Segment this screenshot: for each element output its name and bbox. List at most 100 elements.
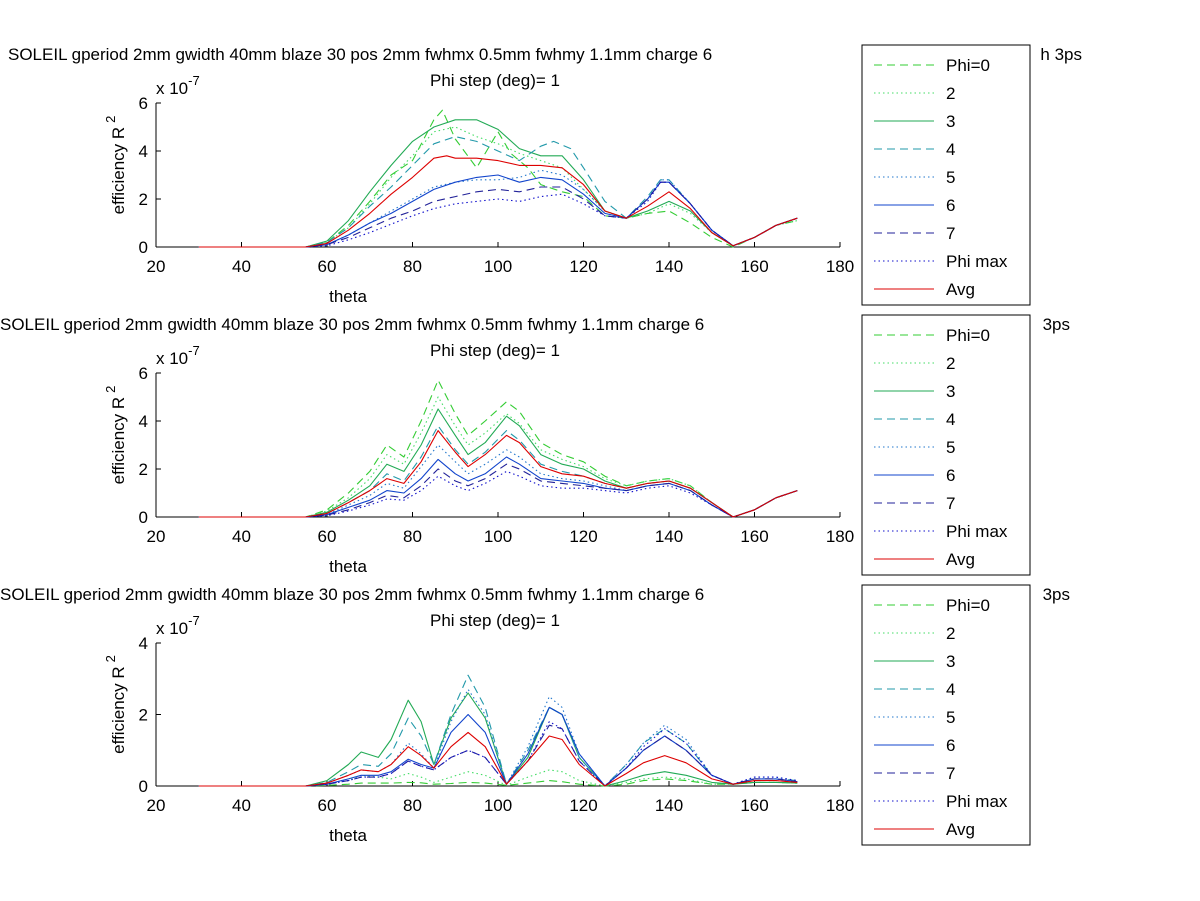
series-line-avg: [198, 731, 798, 787]
x-tick-label: 180: [826, 796, 854, 815]
y-axis-label-superscript: 2: [103, 655, 118, 662]
y-axis-label: efficiency R2: [103, 116, 128, 215]
legend-entry-label: 6: [946, 196, 955, 215]
legend-entry-label: Phi=0: [946, 56, 990, 75]
y-axis-label: efficiency R2: [103, 655, 128, 754]
y-exponent-label: x 10-7: [156, 613, 200, 638]
y-tick-label: 6: [139, 94, 148, 113]
legend-entry-label: 5: [946, 168, 955, 187]
chart-title: SOLEIL gperiod 2mm gwidth 40mm blaze 30 …: [8, 45, 712, 64]
legend-entry-label: 6: [946, 466, 955, 485]
legend-entry-label: Phi max: [946, 522, 1008, 541]
x-tick-label: 80: [403, 527, 422, 546]
series-line-phi-0: [198, 379, 798, 518]
x-tick-label: 180: [826, 257, 854, 276]
series-line-7: [198, 463, 798, 518]
legend-entry-label: 4: [946, 680, 955, 699]
y-tick-label: 4: [139, 412, 148, 431]
y-axis-label: efficiency R2: [103, 386, 128, 485]
legend-entry-label: Phi max: [946, 792, 1008, 811]
legend: Phi=0 2 3 4 5 6 7 Phi max Avg: [861, 584, 1031, 846]
series-line-5: [198, 688, 798, 787]
x-tick-label: 60: [318, 527, 337, 546]
series-line-phi-max: [198, 470, 798, 518]
y-exponent-power: -7: [188, 343, 200, 358]
y-tick-label: 2: [139, 706, 148, 725]
y-tick-label: 0: [139, 777, 148, 796]
series-line-phi-max: [198, 181, 798, 248]
legend-entry-label: 7: [946, 224, 955, 243]
chart-title: SOLEIL gperiod 2mm gwidth 40mm blaze 30 …: [0, 315, 704, 334]
series-line-2: [198, 769, 798, 787]
legend-entry-label: 7: [946, 494, 955, 513]
legend-entry-label: Phi max: [946, 252, 1008, 271]
x-tick-label: 80: [403, 796, 422, 815]
x-tick-label: 40: [232, 257, 251, 276]
series-line-2: [198, 126, 798, 248]
series-line-phi-0: [198, 778, 798, 787]
legend-box: [861, 44, 1031, 306]
legend-entry-label: 3: [946, 112, 955, 131]
x-tick-label: 100: [484, 527, 512, 546]
x-tick-label: 120: [569, 257, 597, 276]
series-line-5: [198, 169, 798, 248]
legend-box: [861, 584, 1031, 846]
series-line-3: [198, 692, 798, 787]
series-line-2: [198, 396, 798, 518]
legend-entry-label: 2: [946, 354, 955, 373]
x-axis-label: theta: [329, 826, 367, 845]
legend-entry-label: 2: [946, 624, 955, 643]
x-tick-label: 160: [740, 796, 768, 815]
legend-entry-label: Phi=0: [946, 596, 990, 615]
legend-entry-label: 5: [946, 708, 955, 727]
x-tick-label: 80: [403, 257, 422, 276]
legend-entry-label: Avg: [946, 820, 975, 839]
series-line-4: [198, 136, 798, 248]
chart-title-tail: 3ps: [1043, 315, 1070, 334]
plot-panel-2: 20 40 60 80 100 120 140 160 180 0 2 4 6 x 10-7 theta ef…: [0, 314, 1070, 576]
x-tick-label: 100: [484, 257, 512, 276]
x-tick-label: 60: [318, 796, 337, 815]
plot-panel-1: 20 40 60 80 100 120 140 160 180 0 2 4 6 x 10-7 theta ef…: [8, 44, 1082, 306]
x-tick-label: 120: [569, 527, 597, 546]
series-line-5: [198, 444, 798, 518]
series-line-4: [198, 425, 798, 518]
legend-entry-label: Avg: [946, 280, 975, 299]
chart-title: SOLEIL gperiod 2mm gwidth 40mm blaze 30 …: [0, 585, 704, 604]
x-tick-label: 140: [655, 257, 683, 276]
x-tick-label: 180: [826, 527, 854, 546]
y-tick-label: 2: [139, 460, 148, 479]
x-tick-label: 100: [484, 796, 512, 815]
legend-entry-label: Avg: [946, 550, 975, 569]
chart-subtitle: Phi step (deg)= 1: [430, 71, 560, 90]
x-axis-label: theta: [329, 557, 367, 576]
chart-subtitle: Phi step (deg)= 1: [430, 341, 560, 360]
y-tick-label: 6: [139, 364, 148, 383]
x-tick-label: 140: [655, 527, 683, 546]
x-tick-label: 140: [655, 796, 683, 815]
series-line-phi-0: [198, 109, 798, 248]
legend-box: [861, 314, 1031, 576]
x-tick-label: 20: [147, 257, 166, 276]
legend-entry-label: 5: [946, 438, 955, 457]
series-line-phi-max: [198, 721, 798, 787]
x-tick-label: 120: [569, 796, 597, 815]
x-tick-label: 160: [740, 257, 768, 276]
y-tick-label: 0: [139, 238, 148, 257]
x-tick-label: 20: [147, 527, 166, 546]
legend-entry-label: 2: [946, 84, 955, 103]
x-tick-label: 60: [318, 257, 337, 276]
x-tick-label: 40: [232, 796, 251, 815]
legend: Phi=0 2 3 4 5 6 7 Phi max Avg: [861, 314, 1031, 576]
legend-entry-label: 7: [946, 764, 955, 783]
y-exponent-power: -7: [188, 73, 200, 88]
series-line-4: [198, 674, 798, 787]
x-tick-label: 40: [232, 527, 251, 546]
x-axis-label: theta: [329, 287, 367, 306]
series-line-6: [198, 456, 798, 518]
series-line-6: [198, 706, 798, 787]
y-tick-label: 4: [139, 142, 148, 161]
legend-entry-label: 4: [946, 140, 955, 159]
y-exponent-label: x 10-7: [156, 73, 200, 98]
